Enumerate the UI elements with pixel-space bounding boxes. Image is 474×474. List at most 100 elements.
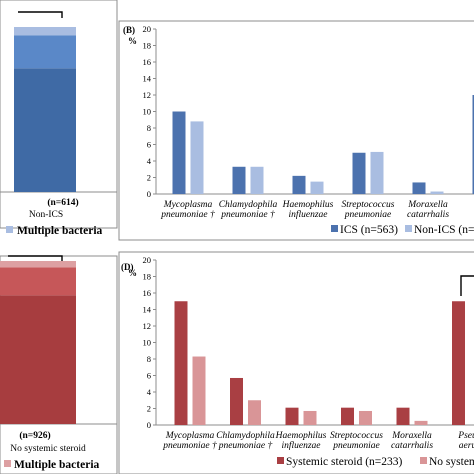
chartB-category-label-4-1: catarrhalis [407,210,449,220]
chartB-y-tick-label-3: 6 [147,140,151,150]
panel-d-y-unit: % [128,268,137,278]
stackC-segment-1 [0,267,76,296]
panel-b: (B) % 02468101214161820Mycoplasmapneumon… [118,20,474,241]
chartB-y-tick-label-1: 2 [147,173,151,183]
panel-a-frame [0,0,118,229]
panel-a-n-label: (n=614) [47,197,78,208]
chartB-bar-1-0 [190,121,204,194]
chartD-y-tick-label-9: 18 [143,272,152,282]
chartB-y-tick-label-4: 8 [147,123,151,133]
chartD-category-label-0-0: Mycoplasma [165,431,215,441]
chartD-category-label-5-1: aeru [459,441,474,451]
chartD-y-tick-label-6: 12 [143,321,152,331]
panel-d-legend-swatch-steroid [277,457,284,464]
panel-b-legend: ICS (n=563) Non-ICS (n= [331,224,474,236]
chartD-bar-1-2 [303,410,317,425]
panel-b-y-unit: % [128,36,137,46]
chartB-y-tick-label-5: 10 [143,107,152,117]
chartD-category-label-3-0: Streptococcus [330,431,383,441]
panel-a-legend-swatch [6,226,13,233]
chartD-category-label-1-0: Chlamydophila [216,431,275,441]
panel-d-legend: Systemic steroid (n=233) No systemic [277,456,474,468]
panel-a-stacked-bar [14,27,76,192]
chartD-bar-0-1 [230,377,243,425]
chartD-category-label-1-1: pneumoniae † [218,441,273,451]
panel-d-legend-swatch-no-steroid [420,457,427,464]
chartB-bar-1-2 [310,181,324,194]
chartD-y-tick-label-1: 2 [147,404,151,414]
chartB-category-label-2-1: influenzae [288,209,327,220]
chartB-bar-1-3 [370,151,384,194]
chartB-category-label-3-0: Streptococcus [342,200,395,210]
chartD-y-tick-label-3: 6 [147,371,151,381]
panel-c-legend-label: Multiple bacteria [14,459,100,471]
panel-a-caption: Non-ICS [29,210,63,220]
chartB-bar-0-1 [232,166,246,194]
chartB-category-label-4-0: Moraxella [407,200,448,210]
chartB-y-tick-label-8: 16 [143,57,152,67]
stackC-segment-2 [0,261,76,268]
chartD-bar-0-4 [396,407,410,425]
panel-b-frame [118,20,474,241]
panel-b-legend-non-ics: Non-ICS (n= [414,224,474,236]
chartB-category-label-0-0: Mycoplasma [163,200,213,210]
panel-c-legend-swatch [4,460,11,467]
chartD-bar-1-0 [192,356,206,425]
chartD-bar-1-4 [414,420,428,425]
panel-a: (n=614) Non-ICS Multiple bacteria [0,0,118,237]
chartD-category-label-2-1: influenzae [281,440,320,451]
panel-d-bracket [460,275,474,296]
panel-d-frame [118,251,474,474]
panel-b-legend-swatch-non-ics [405,225,412,232]
panel-d-label: (D) [121,262,134,272]
chartB-category-label-2-0: Haemophilus [282,200,334,210]
chartB-bar-0-2 [292,175,306,194]
panel-a-legend-label: Multiple bacteria [17,225,103,237]
panel-c-caption: No systemic steroid [10,444,86,454]
panel-a-bracket [18,11,63,18]
chartD-y-tick-label-7: 14 [143,305,152,315]
chartB-bar-0-3 [352,152,366,194]
panel-b-legend-ics: ICS (n=563) [340,224,398,236]
chartB-y-tick-label-7: 14 [143,74,152,84]
stackA-segment-1 [14,35,76,69]
chartB-bar-1-1 [250,166,264,194]
chartD-bar-0-2 [285,407,299,425]
chartD-bar-0-0 [174,301,188,425]
panel-c-bracket [8,255,63,262]
panel-c-stacked-bar [0,261,76,424]
chartD-category-label-3-1: pneumoniae [332,441,379,451]
stackA-segment-0 [14,68,76,192]
chartB-y-tick-label-6: 12 [143,90,152,100]
chartD-category-label-2-0: Haemophilus [275,431,327,441]
chartD-category-label-0-1: pneumoniae † [162,441,217,451]
chartB-y-tick-label-9: 18 [143,41,152,51]
chartD-bar-1-3 [359,410,372,425]
chartD-y-tick-label-0: 0 [147,420,151,430]
panel-c: (n=926) No systemic steroid Multiple bac… [0,255,118,474]
chartD-category-label-5-0: Pseu [457,431,474,441]
chartD-bar-1-1 [248,400,261,425]
chartD-bar-0-5 [452,301,465,425]
chartB-bar-0-0 [172,111,186,194]
chartB-y-tick-label-10: 20 [143,24,152,34]
stackA-segment-2 [14,27,76,36]
panel-b-label: (B) [123,25,135,35]
panel-d: (D) % 02468101214161820Mycoplasmapneumon… [118,251,474,474]
chartB-category-label-0-1: pneumoniae † [160,210,215,220]
chartD-bar-0-3 [341,407,354,425]
chartB-y-tick-label-0: 0 [147,189,151,199]
stackC-segment-0 [0,295,76,424]
chartD-y-tick-label-5: 10 [143,338,152,348]
chartB-category-label-3-1: pneumoniae [344,210,391,220]
chartB-y-tick-label-2: 4 [147,156,152,166]
chartD-category-label-4-1: catarrhalis [391,441,433,451]
chartD-y-tick-label-8: 16 [143,288,152,298]
chartB-bar-1-4 [430,191,444,194]
chartD-y-tick-label-4: 8 [147,354,151,364]
chartD-y-tick-label-2: 4 [147,387,152,397]
chartB-category-label-1-1: pneumoniae † [220,210,275,220]
